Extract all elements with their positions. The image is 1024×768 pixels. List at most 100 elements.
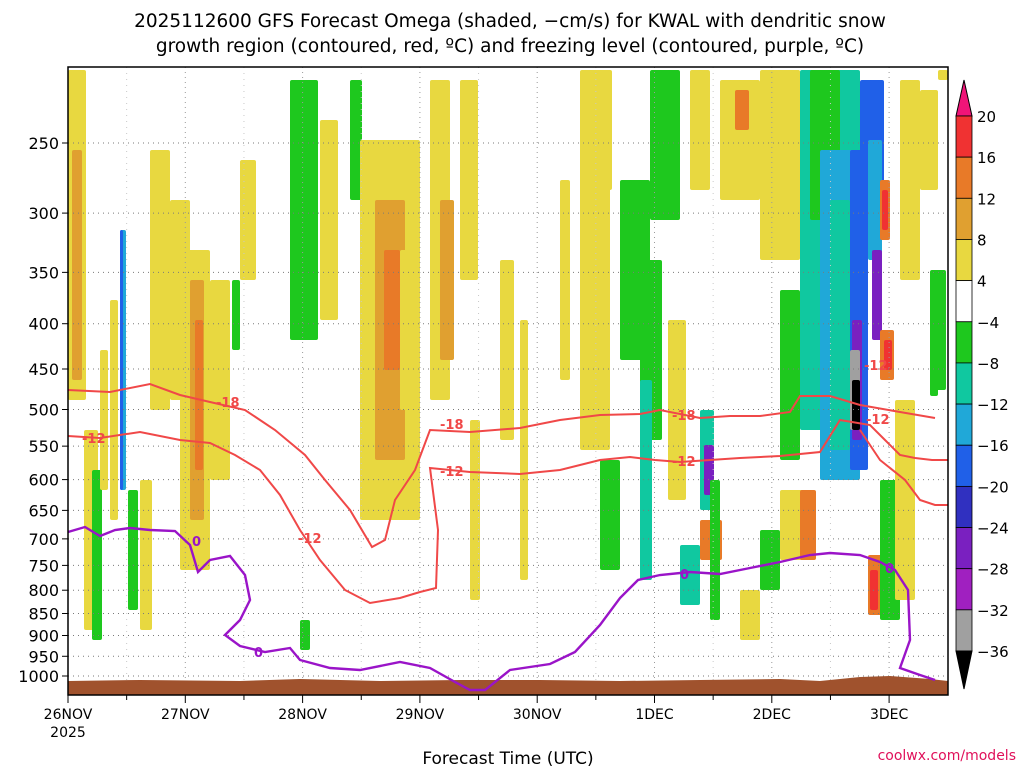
omega-cell	[120, 230, 123, 490]
y-tick-label: 650	[28, 501, 59, 520]
contour-label: 0	[192, 535, 201, 550]
omega-cell	[470, 420, 480, 600]
contour-label: -18	[216, 396, 240, 411]
colorbar-segment	[955, 485, 973, 528]
credit-text: coolwx.com/models	[878, 748, 1016, 764]
omega-cell	[600, 460, 620, 570]
omega-cell	[440, 200, 454, 360]
x-tick-label: 3DEC	[870, 707, 909, 723]
contour-label: -12	[82, 432, 106, 447]
x-tick-label: 2DEC	[753, 707, 792, 723]
omega-cell	[210, 280, 230, 480]
colorbar-label: −8	[977, 355, 999, 373]
contour-label: -12	[866, 413, 890, 428]
dgz-contour-minus12-east	[859, 429, 948, 506]
omega-cell	[710, 480, 720, 620]
colorbar-label: 12	[977, 190, 996, 208]
colorbar-segment	[955, 403, 973, 446]
colorbar-segment	[955, 197, 973, 240]
omega-cell	[150, 150, 170, 410]
omega-cell	[72, 150, 82, 380]
omega-cell	[384, 250, 400, 370]
omega-cell	[930, 380, 938, 396]
dgz-contours	[67, 382, 948, 605]
omega-cell	[882, 190, 888, 230]
contour-labels: -18 -12 -12 -18 -12 -18 -12 -12 -12 0 0 …	[82, 359, 894, 661]
omega-cell	[872, 250, 882, 340]
colorbar-label: −24	[977, 520, 1009, 538]
omega-cell	[780, 290, 800, 460]
y-tick-label: 450	[28, 360, 59, 379]
omega-cell	[650, 70, 680, 220]
colorbar-label: −12	[977, 396, 1009, 414]
colorbar-segment	[955, 280, 973, 323]
omega-cell	[460, 80, 478, 280]
colorbar-label: −16	[977, 437, 1009, 455]
omega-cell	[100, 350, 108, 490]
x-year-label: 2025	[50, 725, 86, 741]
omega-cell	[680, 545, 700, 605]
omega-cell	[895, 400, 915, 600]
colorbar-label: 20	[977, 108, 996, 126]
x-tick-label: 28NOV	[278, 707, 327, 723]
colorbar-segment	[955, 609, 973, 652]
omega-cell	[128, 490, 138, 610]
omega-cell	[870, 570, 878, 610]
colorbar-label: −28	[977, 561, 1009, 579]
contour-label: -18	[440, 418, 464, 433]
omega-cell	[520, 320, 528, 580]
colorbar-segment	[955, 115, 973, 158]
x-tick-label: 30NOV	[513, 707, 562, 723]
y-tick-label: 550	[28, 437, 59, 456]
contour-label: 0	[885, 562, 894, 577]
y-tick-label: 950	[28, 647, 59, 666]
plot-area: -18 -12 -12 -18 -12 -18 -12 -12 -12 0 0 …	[67, 66, 949, 696]
contour-label: -12	[672, 455, 696, 470]
colorbar-label: −20	[977, 478, 1009, 496]
chart-title-line1: 2025112600 GFS Forecast Omega (shaded, −…	[134, 11, 886, 32]
contour-label: 0	[254, 646, 263, 661]
contour-label: 0	[680, 568, 689, 583]
chart-title-line2: growth region (contoured, red, ºC) and f…	[156, 36, 864, 57]
omega-cell	[868, 140, 882, 260]
omega-cell	[560, 180, 570, 380]
omega-cell	[640, 380, 652, 580]
colorbar-top-arrow	[955, 79, 973, 117]
omega-cell	[900, 80, 920, 280]
y-tick-label: 800	[28, 581, 59, 600]
contour-label: -12	[298, 532, 322, 547]
colorbar-label: −32	[977, 602, 1009, 620]
x-axis-label: Forecast Time (UTC)	[422, 749, 593, 768]
colorbar: 20 16 12 8 4 −4 −8 −12 −16 −20 −24 −28 −32 −36	[955, 79, 1009, 690]
y-tick-label: 850	[28, 605, 59, 624]
colorbar-label: 16	[977, 149, 996, 167]
colorbar-bottom-arrow	[955, 650, 973, 690]
colorbar-segment	[955, 444, 973, 487]
omega-cell	[668, 320, 686, 500]
x-tick-label: 29NOV	[396, 707, 445, 723]
x-tick-label: 1DEC	[635, 707, 674, 723]
omega-cell	[770, 70, 800, 160]
omega-cell	[830, 200, 850, 450]
colorbar-segment	[955, 527, 973, 570]
omega-cell	[720, 80, 760, 200]
terrain-strip	[68, 676, 948, 695]
y-tick-label: 900	[28, 626, 59, 645]
omega-cell	[598, 70, 612, 190]
freezing-level-contours	[67, 525, 936, 692]
colorbar-segment	[955, 568, 973, 611]
y-tick-label: 750	[28, 556, 59, 575]
y-tick-label: 250	[28, 134, 59, 153]
y-tick-label: 400	[28, 315, 59, 334]
colorbar-label: 8	[977, 231, 987, 249]
colorbar-label: −36	[977, 643, 1009, 661]
contour-label: -12	[440, 465, 464, 480]
omega-cell	[195, 320, 203, 470]
omega-cell	[690, 70, 710, 190]
y-tick-label: 350	[28, 263, 59, 282]
y-tick-label: 500	[28, 401, 59, 420]
omega-cell	[735, 90, 749, 130]
dgz-contour-minus18	[67, 382, 936, 549]
omega-cell	[938, 70, 948, 80]
x-axis: 26NOV 27NOV 28NOV 29NOV 30NOV 1DEC 2DEC 3DEC	[44, 695, 909, 723]
